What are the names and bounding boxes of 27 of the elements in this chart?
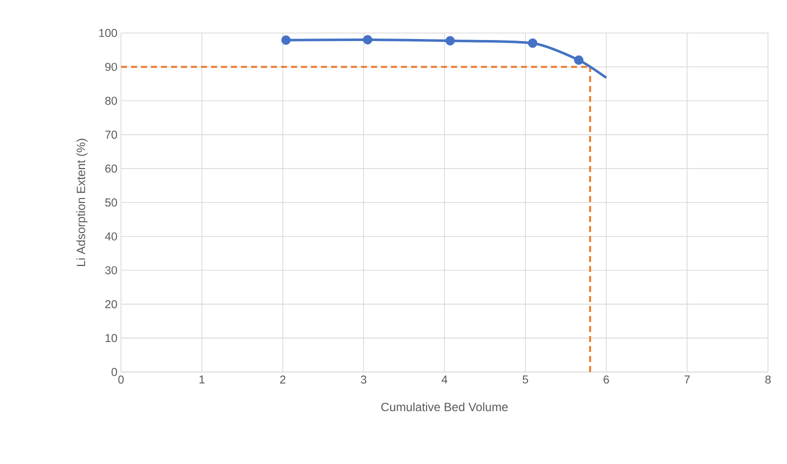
x-tick-label: 4: [442, 376, 448, 384]
y-tick-label: 40: [105, 232, 118, 240]
x-tick-label: 8: [765, 376, 771, 384]
y-tick-label: 70: [105, 130, 118, 139]
point: [528, 38, 538, 48]
y-tick-label: 90: [105, 62, 118, 71]
y-tick-label: 10: [106, 334, 118, 342]
y-tick-label: 0: [112, 368, 118, 376]
x-tick-label: 7: [684, 376, 690, 384]
y-tick-label: 20: [105, 300, 118, 308]
y-axis-title: Li Adsorption Extent (%): [76, 138, 88, 266]
y-tick-label: 30: [105, 266, 118, 274]
point: [445, 36, 455, 46]
x-tick-label: 2: [280, 376, 286, 384]
point: [574, 55, 584, 65]
x-tick-label: 0: [118, 376, 124, 384]
y-tick-label: 60: [105, 164, 118, 173]
x-tick-label: 3: [360, 376, 366, 384]
x-axis-title: Cumulative Bed Volume: [381, 402, 508, 412]
y-tick-label: 80: [105, 96, 118, 105]
point: [281, 35, 291, 45]
y-tick-label: 50: [105, 198, 118, 207]
point: [362, 35, 372, 44]
x-tick-label: 1: [200, 376, 205, 384]
x-tick-label: 5: [522, 376, 528, 384]
x-tick-label: 6: [604, 376, 609, 384]
y-tick-label: 100: [99, 28, 118, 38]
